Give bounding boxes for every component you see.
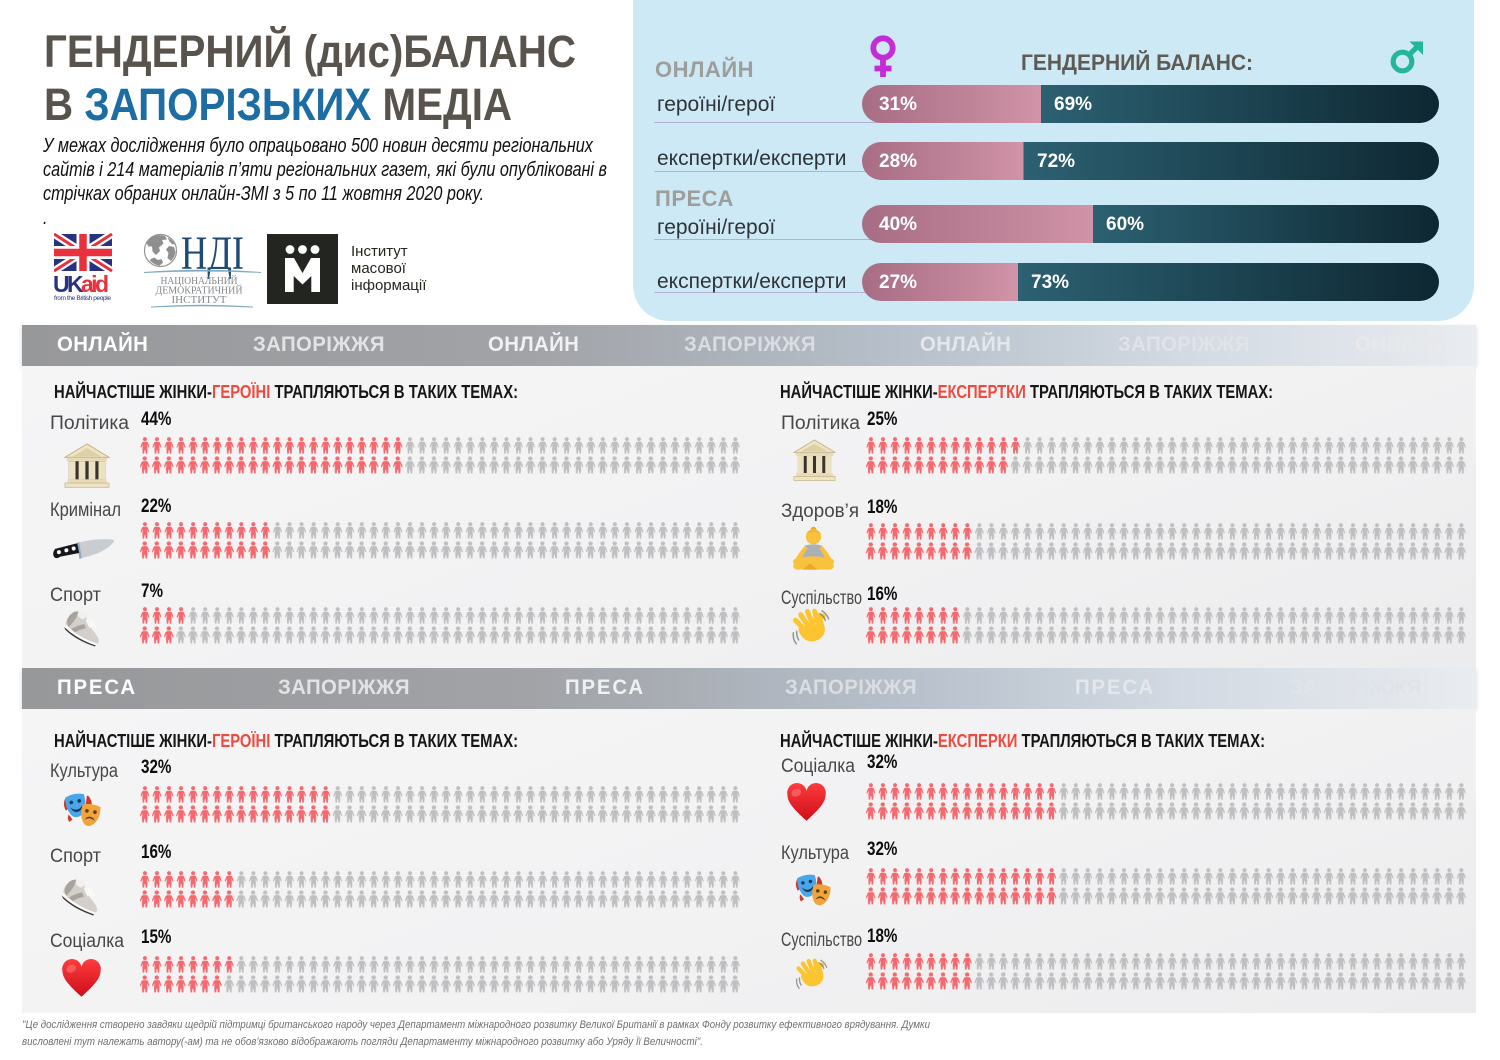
svg-text:ДЕМОКРАТИЧНИЙ: ДЕМОКРАТИЧНИЙ <box>156 285 243 297</box>
svg-text:масової: масової <box>351 260 407 277</box>
svg-text:from the British people: from the British people <box>54 295 111 302</box>
svg-text:НДІ: НДІ <box>181 230 244 280</box>
svg-text:UKaid: UKaid <box>54 271 109 297</box>
svg-text:ІНСТИТУТ: ІНСТИТУТ <box>172 295 227 306</box>
svg-text:Інститут: Інститут <box>351 243 408 260</box>
svg-text:інформації: інформації <box>351 277 427 294</box>
svg-text:НАЦІОНАЛЬНИЙ: НАЦІОНАЛЬНИЙ <box>161 275 238 287</box>
